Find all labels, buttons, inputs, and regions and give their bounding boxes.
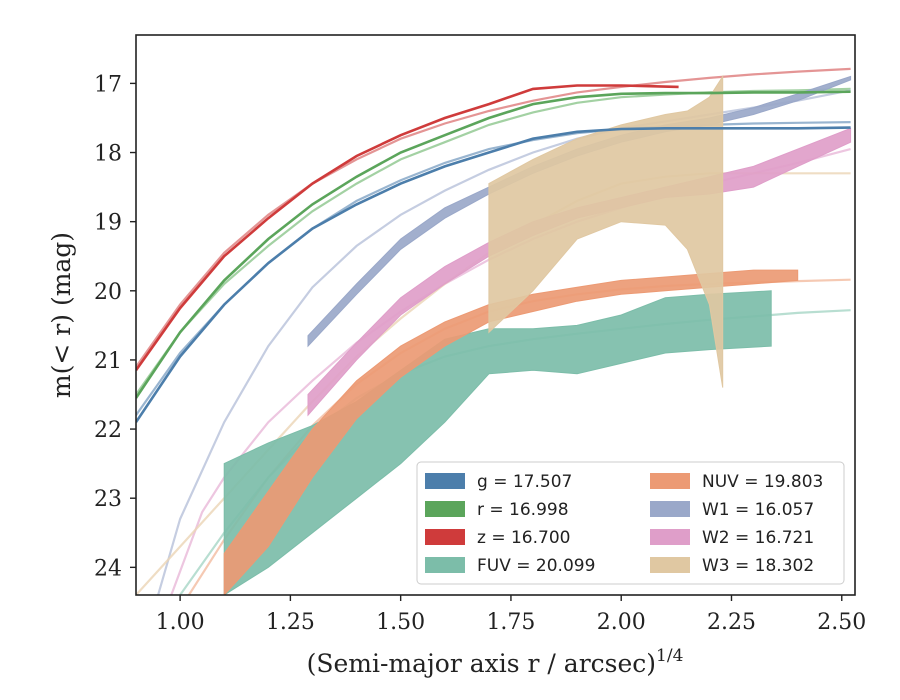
legend: g = 17.507 r = 16.998 z = 16.700 FUV = 20.0…: [416, 461, 845, 585]
legend-swatch-w2: [650, 529, 690, 545]
legend-label-r: r = 16.998: [477, 500, 569, 520]
legend-swatch-nuv: [650, 473, 690, 489]
legend-label-g: g = 17.507: [477, 472, 572, 492]
plot-area: [136, 67, 852, 595]
x-tick-label: 1.50: [376, 610, 425, 635]
y-tick-label: 24: [94, 556, 122, 581]
y-tick-label: 19: [94, 211, 122, 236]
x-tick-label: 2.25: [707, 610, 756, 635]
legend-swatch-z: [425, 529, 465, 545]
x-tick-label: 1.75: [486, 610, 535, 635]
legend-label-w3: W3 = 18.302: [702, 556, 814, 576]
legend-swatch-w3: [650, 557, 690, 573]
legend-label-w1: W1 = 16.057: [702, 500, 814, 520]
y-tick-label: 23: [94, 487, 122, 512]
x-tick-label: 2.50: [817, 610, 866, 635]
series-band-nuv: [223, 269, 799, 595]
legend-swatch-w1: [650, 501, 690, 517]
series-line-r: [136, 90, 851, 399]
model-curve-4: [157, 89, 851, 595]
legend-swatch-fuv: [425, 557, 465, 573]
series-line-g: [136, 126, 851, 423]
x-tick-label: 1.25: [266, 610, 315, 635]
y-tick-label: 22: [94, 418, 122, 443]
legend-box: [416, 461, 845, 585]
y-tick-label: 18: [94, 142, 122, 167]
model-curve-1: [136, 67, 851, 368]
x-axis-label: (Semi-major axis r / arcsec)1/4: [307, 646, 684, 678]
y-axis: 17 18 19 20 21 22 23 24: [94, 72, 136, 581]
x-axis: 1.00 1.25 1.50 1.75 2.00 2.25 2.50: [156, 595, 866, 635]
y-axis-label: m(< r) (mag): [47, 232, 76, 398]
y-tick-label: 17: [94, 72, 122, 97]
y-tick-label: 21: [94, 349, 122, 374]
legend-label-w2: W2 = 16.721: [702, 528, 814, 548]
legend-swatch-r: [425, 501, 465, 517]
series-line-z: [136, 84, 679, 372]
x-tick-label: 1.00: [156, 610, 205, 635]
legend-swatch-g: [425, 473, 465, 489]
x-tick-label: 2.00: [597, 610, 646, 635]
legend-label-nuv: NUV = 19.803: [702, 472, 823, 492]
legend-label-fuv: FUV = 20.099: [477, 556, 595, 576]
plot-frame: [135, 34, 856, 596]
legend-label-z: z = 16.700: [477, 528, 570, 548]
y-tick-label: 20: [94, 280, 122, 305]
